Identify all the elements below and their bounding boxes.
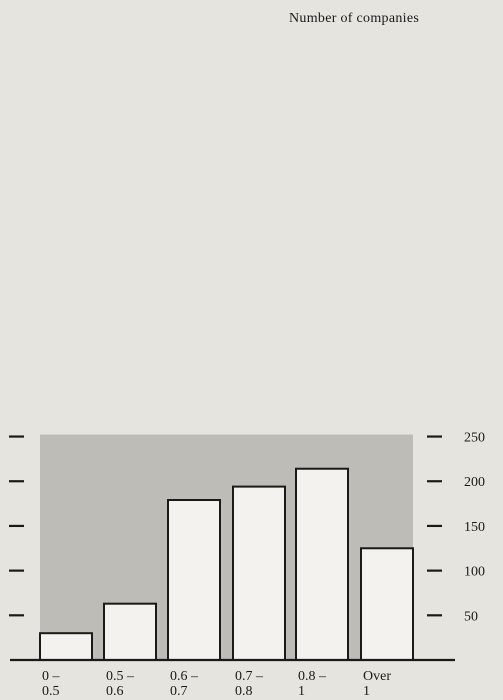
- bar-4: [295, 467, 349, 661]
- bars: [39, 467, 414, 662]
- y-axis-title: Number of companies: [289, 11, 419, 26]
- category-label-5-line-0: Over: [363, 669, 391, 684]
- bar-0: [39, 632, 93, 661]
- category-labels: 0 –0.50.5 –0.60.6 –0.70.7 –0.80.8 –1Over…: [42, 669, 391, 699]
- category-label-4-line-0: 0.8 –: [298, 669, 327, 684]
- bar-2: [167, 499, 221, 661]
- y-axis-ticks: 50 100 150 200 250: [9, 431, 485, 624]
- y-tick-label-100: 100: [464, 565, 485, 580]
- y-tick-label-250: 250: [464, 431, 485, 446]
- category-label-3-line-1: 0.8: [235, 684, 253, 699]
- y-tick-label-150: 150: [464, 520, 485, 535]
- category-label-5-line-1: 1: [363, 684, 370, 699]
- shaded-panel: [40, 434, 413, 660]
- category-label-4-line-1: 1: [298, 684, 305, 699]
- y-tick-label-50: 50: [464, 609, 478, 624]
- category-label-2-line-1: 0.7: [170, 684, 188, 699]
- bar-1: [103, 602, 157, 662]
- bar-3: [232, 485, 286, 662]
- category-label-3-line-0: 0.7 –: [235, 669, 264, 684]
- y-tick-label-200: 200: [464, 475, 485, 490]
- bar-5: [360, 547, 414, 662]
- category-label-0-line-1: 0.5: [42, 684, 60, 699]
- category-label-2-line-0: 0.6 –: [170, 669, 199, 684]
- category-label-1-line-1: 0.6: [106, 684, 124, 699]
- category-label-0-line-0: 0 –: [42, 669, 61, 684]
- category-label-1-line-0: 0.5 –: [106, 669, 135, 684]
